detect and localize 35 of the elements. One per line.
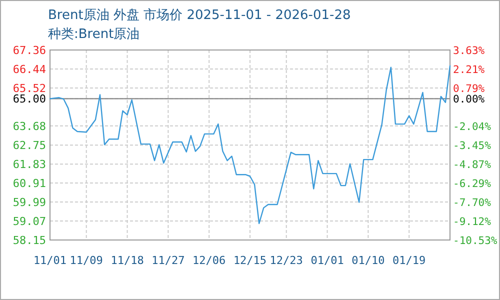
y2-tick-label: -2.04% (453, 121, 492, 134)
x-tick-label: 11/18 (110, 254, 144, 267)
x-tick-label: 11/09 (70, 254, 103, 267)
y2-tick-label: -7.70% (453, 197, 492, 210)
line-series (49, 65, 451, 224)
chart-subtitle: 种类:Brent原油 (48, 27, 140, 42)
y2-tick-label: 0.00% (453, 94, 486, 106)
y-tick-label: 65.52 (12, 82, 46, 95)
y-tick-label: 60.91 (12, 177, 46, 190)
x-tick-label: 01/10 (352, 254, 385, 267)
y-tick-label: 62.75 (12, 139, 46, 152)
chart-title: Brent原油 外盘 市场价 2025-11-01 - 2026-01-28 (48, 8, 351, 23)
y-tick-label: 59.07 (12, 215, 46, 228)
x-tick-label: 11/01 (33, 254, 67, 267)
y-tick-label: 67.36 (12, 44, 46, 57)
y2-tick-label: 0.79% (453, 83, 486, 96)
x-tick-label: 01/19 (392, 254, 426, 267)
y2-tick-label: -10.53% (453, 235, 498, 247)
x-tick-label: 11/27 (152, 254, 185, 267)
y-tick-label: 65.00 (12, 92, 46, 106)
y2-tick-label: -9.12% (453, 216, 492, 228)
y-tick-label: 61.83 (12, 158, 46, 172)
y2-tick-label: -3.45% (453, 140, 492, 152)
y-tick-label: 63.68 (12, 120, 46, 133)
y-tick-label: 58.15 (12, 234, 46, 247)
y-tick-label: 66.44 (12, 62, 46, 76)
y-tick-label: 59.99 (12, 196, 46, 210)
y2-tick-label: -6.29% (453, 178, 492, 190)
x-tick-label: 12/15 (233, 254, 267, 267)
y2-tick-label: -4.87% (453, 159, 492, 172)
y2-tick-label: 2.21% (453, 64, 486, 76)
x-tick-label: 12/23 (270, 254, 303, 267)
x-tick-label: 12/06 (192, 254, 226, 267)
x-tick-label: 01/01 (310, 254, 344, 267)
y2-tick-label: 3.63% (453, 45, 486, 57)
